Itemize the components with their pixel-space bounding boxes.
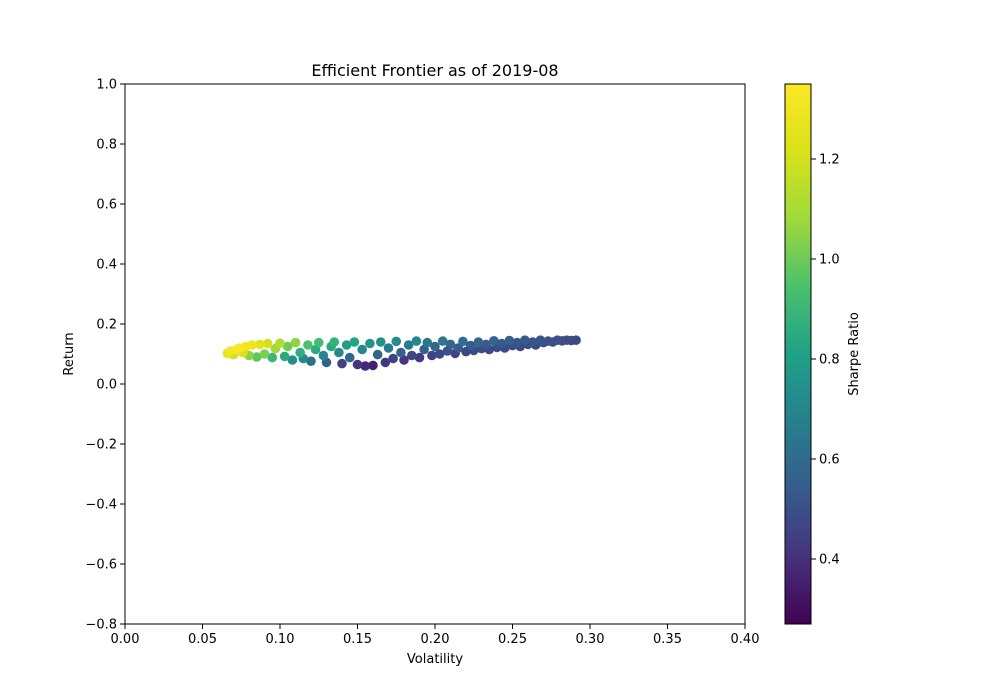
- scatter-point: [275, 338, 285, 349]
- scatter-point: [329, 337, 340, 347]
- scatter-point: [414, 352, 425, 363]
- y-tick-label: 0.6: [96, 198, 117, 213]
- scatter-point: [306, 356, 316, 367]
- scatter-point: [383, 343, 394, 353]
- scatter-point: [337, 358, 347, 369]
- scatter-point: [259, 349, 270, 359]
- scatter-point: [262, 338, 273, 349]
- scatter-point: [571, 335, 581, 346]
- scatter-point: [504, 335, 515, 346]
- scatter-point: [251, 352, 262, 362]
- scatter-point: [313, 337, 324, 348]
- scatter-point: [349, 337, 360, 347]
- scatter-point: [368, 360, 378, 371]
- colorbar-label: Sharpe Ratio: [847, 312, 862, 396]
- y-tick-label: 0.4: [96, 258, 117, 273]
- scatter-point: [380, 357, 391, 368]
- scatter-point: [388, 353, 398, 364]
- x-axis-label: Volatility: [407, 652, 463, 667]
- y-tick-label: 0.2: [96, 318, 117, 333]
- y-axis: −0.8 −0.6 −0.4 −0.2 0.0 0.2 0.4 0.6 0.8 1.0: [85, 78, 125, 633]
- scatter-point: [267, 352, 278, 363]
- scatter-point: [512, 337, 522, 348]
- y-tick-label: −0.6: [85, 558, 117, 573]
- scatter-point: [372, 349, 383, 360]
- scatter-point: [437, 336, 448, 346]
- scatter-point: [357, 344, 367, 355]
- scatter-point: [279, 351, 290, 362]
- colorbar: [784, 83, 812, 625]
- scatter-point: [543, 336, 553, 346]
- scatter-point: [303, 340, 313, 350]
- scatter-point: [465, 340, 476, 351]
- y-tick-label: −0.2: [85, 438, 117, 453]
- x-tick-label: 0.00: [111, 632, 140, 647]
- scatter-point: [282, 341, 293, 352]
- scatter-point: [403, 340, 414, 350]
- scatter-point: [290, 337, 301, 348]
- scatter-point: [481, 339, 491, 350]
- chart-title: Efficient Frontier as of 2019-08: [311, 61, 558, 80]
- y-tick-label: −0.4: [85, 498, 117, 513]
- scatter-point: [406, 350, 417, 361]
- scatter-point: [434, 349, 445, 359]
- x-tick-label: 0.05: [188, 632, 217, 647]
- colorbar-tick-label: 1.2: [819, 153, 840, 168]
- x-tick-label: 0.35: [653, 632, 682, 647]
- colorbar-tick-label: 0.6: [819, 453, 840, 468]
- scatter-point: [396, 347, 406, 358]
- scatter-point: [552, 335, 563, 346]
- y-axis-label: Return: [62, 332, 77, 375]
- scatter-point: [399, 355, 409, 365]
- scatter-point: [458, 336, 468, 347]
- x-axis: 0.00 0.05 0.10 0.15 0.20 0.25 0.30 0.35 0.40: [111, 624, 760, 647]
- scatter-point: [473, 337, 484, 347]
- scatter-point: [445, 339, 456, 350]
- scatter-point: [391, 336, 402, 347]
- scatter-point: [255, 339, 265, 350]
- x-tick-label: 0.15: [343, 632, 372, 647]
- scatter-point: [287, 355, 298, 365]
- y-tick-label: 1.0: [96, 78, 117, 93]
- scatter-point: [430, 341, 440, 352]
- x-tick-label: 0.40: [731, 632, 760, 647]
- y-tick-label: 0.0: [96, 378, 117, 393]
- scatter-point: [527, 337, 538, 347]
- y-tick-label: −0.8: [85, 618, 117, 633]
- scatter-point: [489, 336, 499, 346]
- x-tick-label: 0.30: [576, 632, 605, 647]
- colorbar-tick-label: 1.0: [819, 253, 840, 268]
- scatter-point: [375, 337, 386, 347]
- scatter-point: [318, 350, 329, 361]
- y-tick-label: 0.8: [96, 138, 117, 153]
- colorbar-axis: 0.4 0.6 0.8 1.0 1.2: [811, 153, 840, 568]
- scatter-point: [427, 350, 437, 361]
- colorbar-tick-label: 0.8: [819, 353, 840, 368]
- scatter-point: [352, 359, 363, 370]
- scatter-point: [422, 337, 433, 348]
- scatter-point: [411, 336, 422, 346]
- scatter-point: [341, 340, 352, 350]
- scatter-point: [561, 335, 572, 346]
- x-tick-label: 0.25: [498, 632, 527, 647]
- scatter-point: [496, 338, 507, 349]
- scatter-point: [344, 352, 355, 363]
- scatter-point: [334, 347, 344, 358]
- colorbar-tick-label: 0.4: [819, 553, 840, 568]
- x-tick-label: 0.20: [421, 632, 450, 647]
- scatter-point: [234, 343, 245, 353]
- scatter-point: [365, 338, 375, 349]
- scatter-point: [360, 361, 371, 371]
- scatter-point: [520, 335, 530, 346]
- scatter-point: [535, 335, 546, 346]
- scatter-point: [295, 347, 305, 358]
- x-tick-label: 0.10: [266, 632, 295, 647]
- plot-area: [222, 335, 581, 371]
